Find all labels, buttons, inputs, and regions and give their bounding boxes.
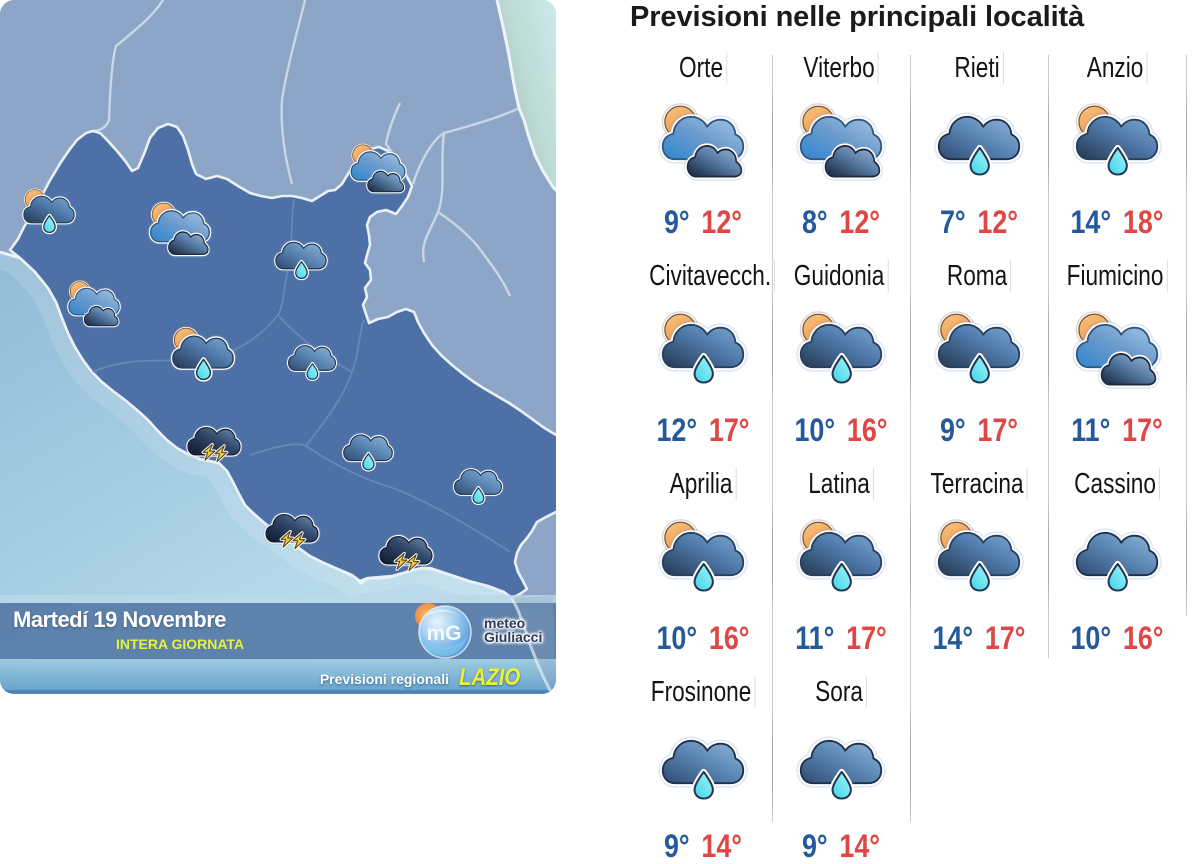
svg-text:mG: mG xyxy=(426,622,461,645)
